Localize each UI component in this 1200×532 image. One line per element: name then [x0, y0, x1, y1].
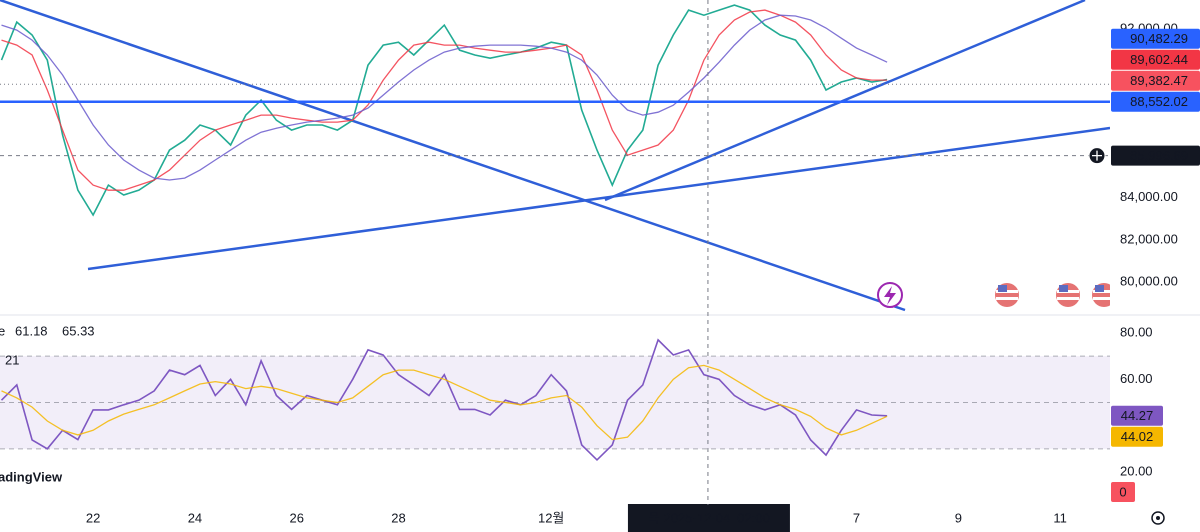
event-icon[interactable]: [877, 282, 903, 308]
settings-icon[interactable]: [1151, 511, 1165, 525]
x-tick-label: 12월: [538, 510, 564, 525]
crosshair-label-box: [627, 504, 790, 532]
trend-line: [0, 0, 906, 312]
x-tick-label: 11: [1053, 510, 1067, 525]
legend-value: 61.18: [15, 323, 48, 338]
price-label: 89,382.47: [1130, 73, 1188, 88]
price-label-box: [1111, 91, 1200, 112]
volume-label-box: [1111, 482, 1135, 502]
add-alert-icon: [1092, 150, 1102, 161]
watermark: adingView: [0, 469, 63, 484]
y-tick-label: 84,000.00: [1120, 189, 1178, 204]
volume-label: 0: [1119, 484, 1126, 499]
x-tick-label: 26: [289, 510, 303, 525]
last-value-box: [1111, 426, 1163, 447]
price-label-box: [1111, 49, 1200, 70]
price-label: 88,552.02: [1130, 94, 1188, 109]
country-flag-icon[interactable]: [1056, 283, 1080, 307]
series-line: [1, 364, 888, 441]
y-tick-label: 82,000.00: [1120, 231, 1178, 246]
price-label-box: [1111, 70, 1200, 91]
price-label: 85,996.69: [1130, 148, 1188, 163]
y-tick-label: 60.00: [1120, 371, 1153, 386]
x-tick-label: 24: [188, 510, 202, 525]
axes: 92,000.0084,000.0082,000.0080,000.0090,4…: [0, 21, 1200, 532]
trend-line: [87, 126, 1110, 271]
rsi-pane: [0, 338, 1110, 462]
price-label: 89,602.44: [1130, 52, 1188, 67]
price-pane: [0, 0, 1116, 312]
last-value-label: 44.02: [1121, 429, 1154, 444]
series-line: [0, 4, 888, 217]
last-value-box: [1111, 405, 1163, 426]
x-tick-label: 22: [86, 510, 100, 525]
series-line: [1, 9, 888, 191]
legend-value: 65.33: [62, 323, 95, 338]
country-flag-icon[interactable]: [1092, 283, 1116, 307]
price-label-box: [1111, 145, 1200, 166]
series-line: [1, 14, 888, 181]
price-label-box: [1111, 28, 1200, 49]
x-tick-label: 28: [391, 510, 405, 525]
legend-label: e: [0, 323, 5, 338]
series-line: [0, 338, 888, 462]
y-tick-label: 80,000.00: [1120, 274, 1178, 289]
x-tick-label: 9: [955, 510, 962, 525]
legend-value: 21: [5, 352, 19, 367]
trend-line: [604, 0, 1086, 202]
y-tick-label: 80.00: [1120, 324, 1153, 339]
price-label: 90,482.29: [1130, 31, 1188, 46]
crosshair-label: 목 2025-12-04 02:00: [648, 510, 770, 525]
x-tick-label: 7: [853, 510, 860, 525]
last-value-label: 44.27: [1121, 408, 1154, 423]
y-tick-label: 20.00: [1120, 463, 1153, 478]
country-flag-icon[interactable]: [995, 283, 1019, 307]
